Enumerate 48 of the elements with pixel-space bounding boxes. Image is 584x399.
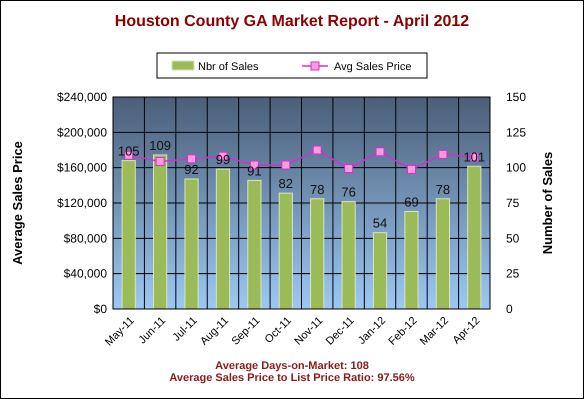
y2-tick-label: 25 (506, 266, 520, 281)
data-label: 78 (310, 182, 324, 197)
y2-tick-label: 50 (506, 231, 520, 246)
y2-tick-label: 100 (506, 160, 526, 175)
legend-label: Nbr of Sales (198, 61, 260, 73)
bar (278, 192, 293, 310)
bar (122, 160, 136, 310)
y2-tick-label: 0 (506, 302, 513, 316)
point (406, 164, 416, 174)
point (312, 146, 322, 154)
bar (342, 201, 356, 310)
point (376, 147, 385, 156)
bar (184, 178, 199, 310)
y-tick-label: $160,000 (56, 160, 108, 175)
y-tick-label: $80,000 (64, 231, 108, 246)
y2-tick-label: 150 (506, 90, 526, 104)
bar (216, 168, 230, 310)
y-tick-label: $40,000 (64, 266, 108, 281)
text: Average Sales Price to List Price Ratio: 97.56% (169, 372, 415, 384)
y2-axis-title: Number of Sales (540, 152, 555, 254)
point (438, 150, 448, 159)
y-axis-title: Average Sales Price (10, 141, 25, 265)
data-label: 109 (149, 138, 171, 153)
bar (372, 232, 388, 310)
text: Average Days-on-Market: 108 (215, 360, 369, 372)
bar (467, 166, 482, 310)
data-label: 78 (436, 182, 450, 197)
legend-label: Avg Sales Price (334, 61, 412, 73)
data-label: 54 (372, 216, 388, 231)
y-tick-label: $120,000 (56, 196, 108, 210)
point (344, 164, 354, 174)
bar (153, 154, 168, 310)
y2-tick-label: 75 (506, 196, 520, 210)
data-label: 105 (118, 144, 140, 159)
y-tick-label: $0 (94, 302, 108, 316)
data-label: 76 (341, 184, 356, 200)
bar (247, 180, 262, 310)
bar (310, 198, 324, 310)
data-label: 82 (278, 176, 294, 192)
bar (404, 210, 419, 310)
y-tick-label: $240,000 (56, 90, 108, 104)
y-tick-label: $200,000 (56, 125, 108, 140)
y2-tick-label: 125 (506, 125, 526, 140)
point (281, 160, 290, 170)
point (156, 156, 165, 166)
chart-title: Houston County GA Market Report - April 2012 (114, 13, 470, 30)
bar (436, 198, 450, 310)
point (187, 154, 196, 164)
